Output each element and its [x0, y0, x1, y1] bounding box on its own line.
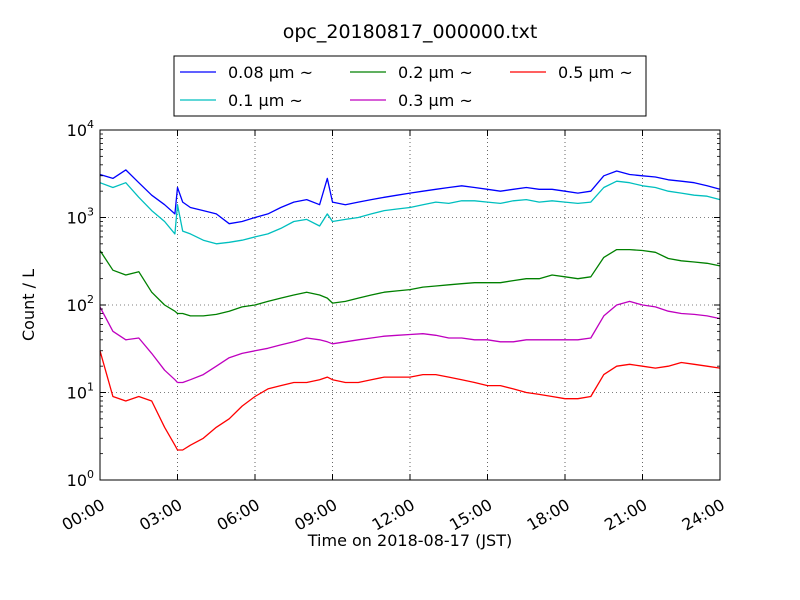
- legend-label: 0.2 μm ~: [398, 63, 473, 82]
- legend-label: 0.1 μm ~: [228, 91, 303, 110]
- x-axis-label: Time on 2018-08-17 (JST): [307, 531, 512, 550]
- series-line-2: [99, 248, 721, 317]
- legend: 0.08 μm ~ 0.1 μm ~ 0.2 μm ~ 0.3 μm ~ 0.5 μm …: [173, 55, 647, 117]
- y-axis-label: Count / L: [19, 269, 38, 341]
- y-tick-exponent: 1: [87, 381, 94, 394]
- legend-box: [173, 55, 647, 117]
- y-tick-exponent: 3: [87, 206, 94, 219]
- y-tick-exponent: 4: [87, 118, 94, 131]
- y-tick-exponent: 2: [87, 293, 94, 306]
- legend-label: 0.5 μm ~: [558, 63, 633, 82]
- plot-area: [99, 129, 721, 481]
- legend-label: 0.08 μm ~: [228, 63, 313, 82]
- series-line-4: [99, 350, 721, 451]
- y-tick-exponent: 0: [87, 468, 94, 481]
- chart-title: opc_20180817_000000.txt: [283, 21, 538, 43]
- series-line-3: [99, 300, 721, 384]
- series-line-0: [99, 169, 721, 225]
- series-lines: [99, 169, 721, 451]
- series-line-1: [99, 180, 721, 245]
- ticks: [99, 129, 721, 481]
- legend-label: 0.3 μm ~: [398, 91, 473, 110]
